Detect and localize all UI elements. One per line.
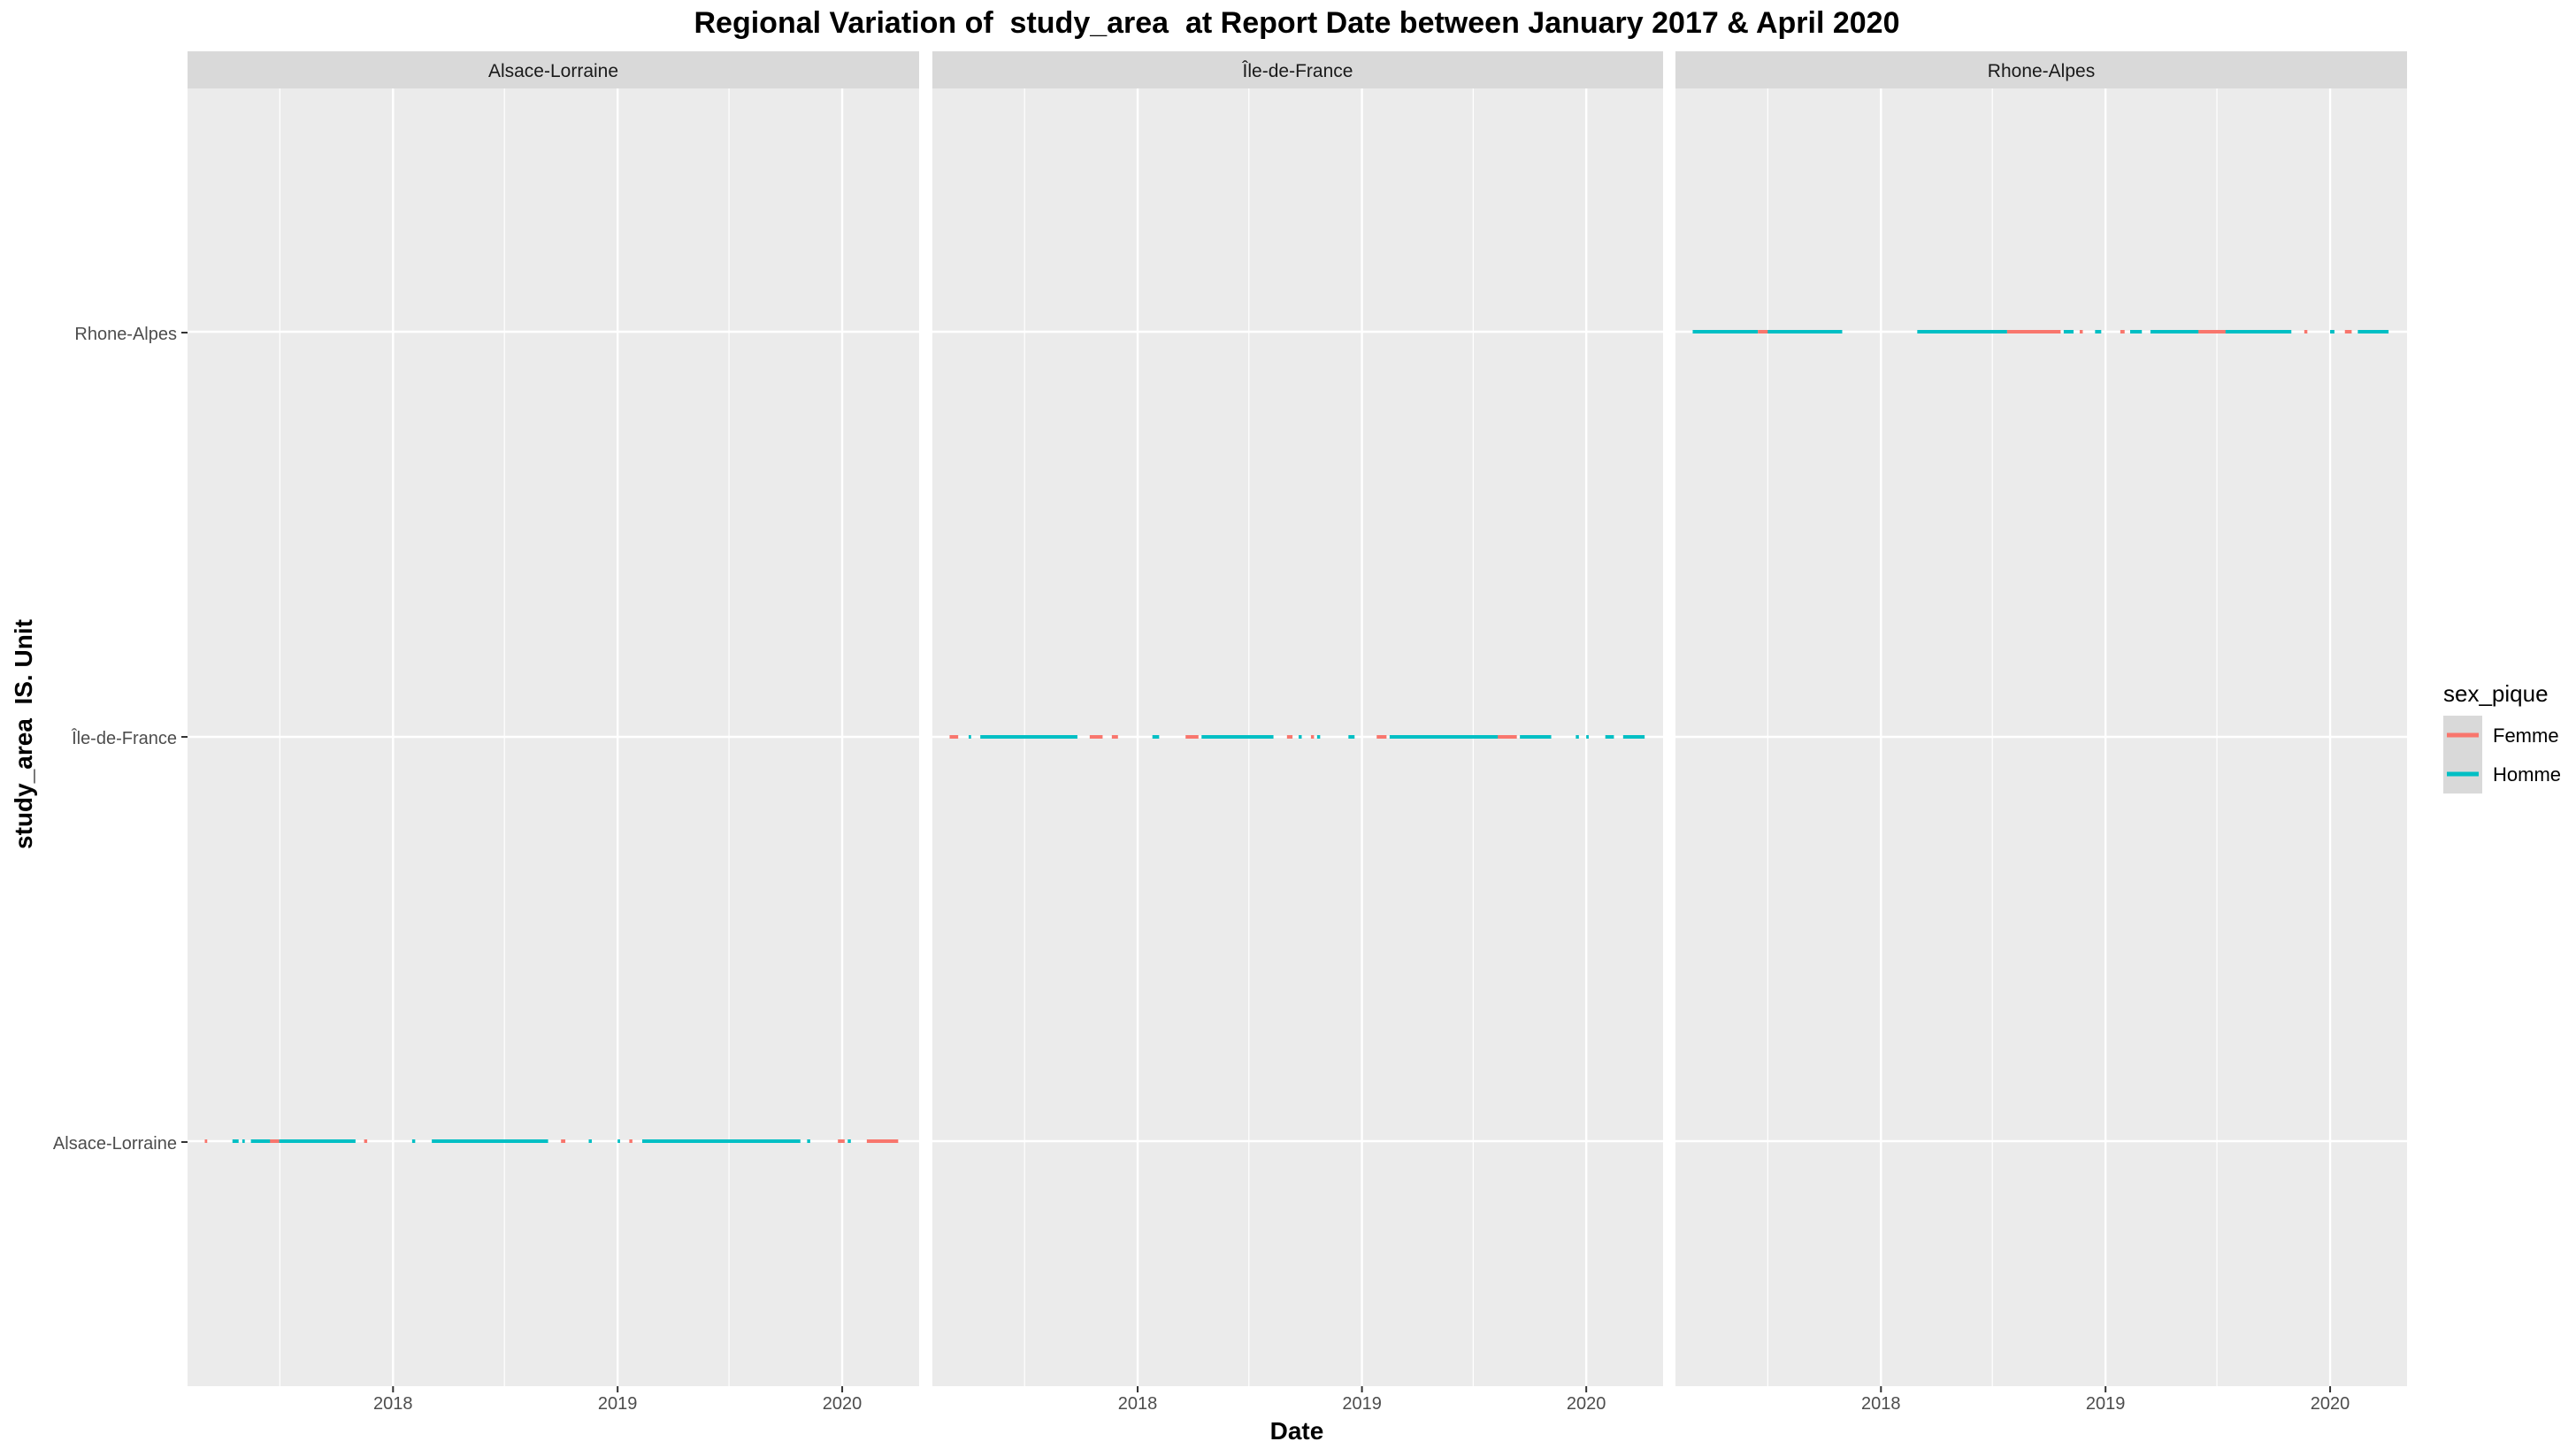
x-tick-label: 2018 (1118, 1394, 1158, 1414)
y-tick: Rhone-Alpes (74, 325, 188, 344)
x-axis: 2018 2019 2020 (1861, 1386, 2350, 1414)
y-tick-label: Rhone-Alpes (74, 325, 177, 344)
legend-title: sex_pique (2443, 680, 2549, 707)
x-axis: 2018 2019 2020 (373, 1386, 862, 1414)
panel-ile-de-france: Île-de-France 2018 2019 2020 (932, 51, 1663, 1414)
y-axis-label: study_area IS. Unit (10, 619, 37, 849)
x-tick-label: 2020 (823, 1394, 862, 1414)
x-tick-label: 2018 (1861, 1394, 1901, 1414)
strip-label: Rhone-Alpes (1988, 61, 2095, 81)
strip-label: Île-de-France (1242, 61, 1353, 81)
legend: sex_pique Femme Homme (2443, 680, 2561, 794)
x-axis-label: Date (1270, 1417, 1324, 1445)
x-tick-label: 2018 (373, 1394, 413, 1414)
panel-rhone-alpes: Rhone-Alpes 2018 2019 2020 (1675, 51, 2407, 1414)
strip-background (188, 51, 919, 88)
x-tick-label: 2020 (2311, 1394, 2350, 1414)
y-tick-label: Alsace-Lorraine (53, 1134, 177, 1154)
x-tick-label: 2020 (1567, 1394, 1606, 1414)
strip-label: Alsace-Lorraine (488, 61, 618, 81)
strip-background (1675, 51, 2407, 88)
x-tick-label: 2019 (1342, 1394, 1382, 1414)
panel-grid (188, 88, 919, 1386)
y-tick: Alsace-Lorraine (53, 1134, 188, 1154)
panel-alsace-lorraine: Alsace-Lorraine 2018 2019 2020 (188, 51, 919, 1414)
legend-label-homme: Homme (2493, 763, 2561, 786)
y-axis: Rhone-Alpes Île-de-France Alsace-Lorrain… (53, 325, 188, 1154)
y-tick: Île-de-France (71, 728, 188, 748)
y-tick-label: Île-de-France (71, 728, 177, 748)
chart-title: Regional Variation of study_area at Repo… (694, 6, 1900, 40)
strip-background (932, 51, 1663, 88)
x-axis: 2018 2019 2020 (1118, 1386, 1606, 1414)
x-tick-label: 2019 (598, 1394, 638, 1414)
legend-label-femme: Femme (2493, 724, 2559, 747)
x-tick-label: 2019 (2086, 1394, 2126, 1414)
